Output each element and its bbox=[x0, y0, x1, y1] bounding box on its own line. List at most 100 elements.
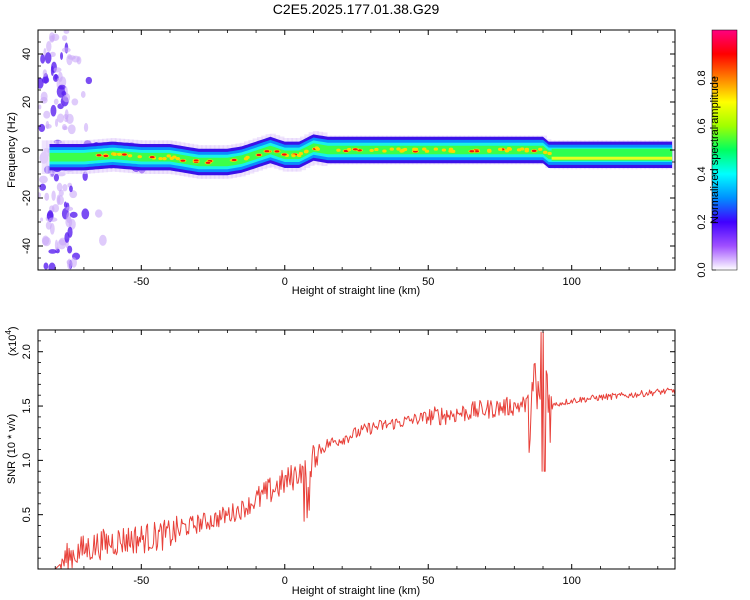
noise-blob bbox=[71, 98, 79, 106]
noise-blob bbox=[39, 175, 48, 184]
noise-blob bbox=[56, 182, 63, 192]
peak-halo bbox=[172, 155, 177, 159]
peak-core bbox=[264, 150, 270, 153]
noise-blob bbox=[50, 65, 54, 76]
colorbar-tick-label: 0.6 bbox=[696, 118, 708, 133]
noise-blob bbox=[48, 262, 56, 270]
noise-blob bbox=[80, 91, 86, 98]
peak-halo bbox=[396, 147, 401, 151]
noise-blob bbox=[69, 185, 73, 193]
colorbar-tick-label: 0.0 bbox=[696, 262, 708, 277]
peak-halo bbox=[487, 149, 492, 153]
noise-blob bbox=[53, 98, 59, 105]
peak-halo bbox=[543, 150, 548, 154]
peak-halo bbox=[547, 151, 552, 156]
x-tick-label: 100 bbox=[563, 575, 581, 587]
peak-halo bbox=[303, 150, 309, 154]
peak-core bbox=[205, 161, 211, 164]
noise-blob bbox=[67, 245, 73, 254]
noise-blob bbox=[57, 239, 67, 250]
peak-core bbox=[469, 150, 475, 153]
peak-core bbox=[343, 149, 349, 153]
peak-halo bbox=[369, 148, 374, 153]
peak-halo bbox=[291, 154, 296, 158]
spectrogram-panel: -50 0 50 100 -40 -20 0 20 40 Height of straight … bbox=[6, 29, 676, 297]
peak-halo bbox=[245, 155, 250, 160]
peak-halo bbox=[422, 147, 427, 151]
peak-halo bbox=[382, 149, 387, 153]
peak-halo bbox=[298, 151, 304, 156]
peak-halo bbox=[346, 147, 352, 152]
peak-core bbox=[193, 159, 199, 162]
noise-blob bbox=[61, 90, 67, 96]
noise-blob bbox=[51, 190, 56, 201]
halo-segment bbox=[670, 140, 675, 170]
noise-blob bbox=[38, 104, 42, 110]
noise-blob bbox=[45, 120, 50, 130]
peak-halo bbox=[112, 152, 117, 156]
peak-halo bbox=[336, 148, 341, 152]
colorbar-ticks: 0.0 0.2 0.4 0.6 0.8 bbox=[696, 70, 716, 278]
peak-halo bbox=[175, 157, 181, 161]
spectrogram-y-axis-label: Frequency (Hz) bbox=[6, 112, 18, 188]
colorbar-tick-label: 0.4 bbox=[696, 166, 708, 181]
peak-core bbox=[149, 155, 155, 159]
chart-title: C2E5.2025.177.01.38.G29 bbox=[273, 1, 440, 17]
noise-blob bbox=[85, 76, 93, 85]
spectrogram-ticks: -50 0 50 100 -40 -20 0 20 40 bbox=[21, 29, 675, 288]
noise-blob bbox=[83, 122, 89, 133]
noise-blob bbox=[51, 33, 60, 41]
noise-blob bbox=[48, 249, 57, 254]
snr-panel: -50 0 50 100 0.5 1.0 1.5 2.0 Height of straight… bbox=[4, 326, 676, 597]
snr-y-exponent-power: 4 bbox=[4, 330, 13, 335]
peak-halo bbox=[506, 146, 512, 151]
y-tick-label: 20 bbox=[21, 96, 33, 108]
noise-blob bbox=[54, 239, 59, 251]
x-tick-label: -50 bbox=[133, 575, 149, 587]
x-tick-label: 0 bbox=[282, 575, 288, 587]
noise-blob bbox=[67, 124, 76, 135]
noise-blob bbox=[61, 35, 68, 41]
peak-halo bbox=[127, 154, 133, 158]
peak-core bbox=[103, 154, 109, 158]
noise-blob bbox=[40, 217, 44, 222]
y-tick-label: 40 bbox=[21, 48, 33, 60]
noise-blob bbox=[45, 221, 52, 230]
peak-halo bbox=[413, 147, 419, 151]
halo-segment bbox=[46, 140, 53, 174]
noise-blob bbox=[59, 76, 67, 88]
x-tick-label: 50 bbox=[422, 575, 434, 587]
noise-blob bbox=[57, 113, 65, 123]
noise-blob bbox=[61, 47, 71, 53]
peak-halo bbox=[402, 147, 408, 152]
noise-blob bbox=[38, 192, 42, 198]
noise-blob bbox=[53, 173, 60, 182]
y-tick-label: 2.0 bbox=[21, 344, 33, 359]
peak-halo bbox=[117, 152, 122, 156]
noise-blob bbox=[69, 190, 78, 199]
colorbar-tick-label: 0.2 bbox=[696, 214, 708, 229]
snr-y-exponent-base: (x10 bbox=[7, 335, 19, 356]
noise-blob bbox=[44, 52, 52, 64]
colorbar-tick-label: 0.8 bbox=[696, 70, 708, 85]
ridge-right-edge bbox=[551, 156, 673, 160]
noise-blob bbox=[39, 183, 47, 191]
peak-halo bbox=[516, 148, 522, 152]
colorbar-label: Normalized spectral amplitude bbox=[709, 76, 721, 224]
peak-halo bbox=[524, 147, 530, 151]
peak-halo bbox=[498, 147, 503, 151]
y-tick-label: 0.5 bbox=[21, 507, 33, 522]
noise-blob bbox=[61, 124, 67, 131]
snr-y-exponent-close: ) bbox=[7, 326, 19, 330]
noise-blob bbox=[63, 201, 68, 208]
snr-series-line bbox=[38, 331, 675, 569]
peak-halo bbox=[448, 149, 453, 153]
x-tick-label: 50 bbox=[422, 276, 434, 288]
peak-core bbox=[180, 159, 186, 162]
noise-blob bbox=[94, 209, 103, 218]
x-tick-label: 100 bbox=[563, 276, 581, 288]
peak-core bbox=[122, 153, 127, 156]
peak-core bbox=[96, 154, 102, 157]
noise-blob bbox=[43, 262, 49, 270]
